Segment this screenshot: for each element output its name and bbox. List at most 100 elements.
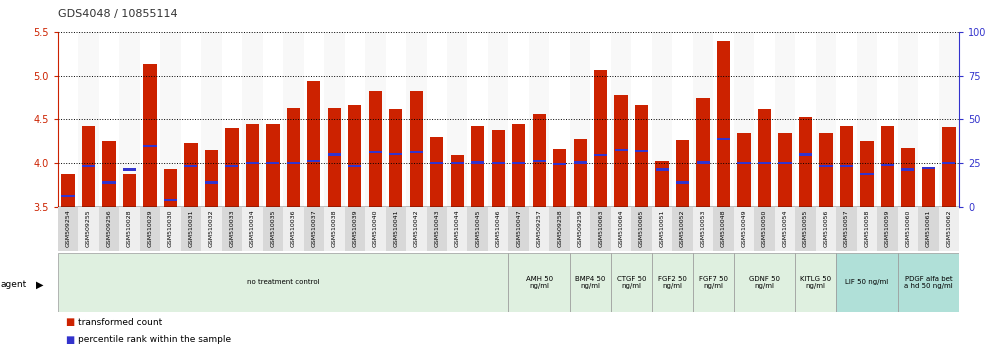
Bar bbox=[816, 207, 837, 251]
Bar bbox=[58, 253, 509, 312]
Bar bbox=[775, 207, 795, 251]
Bar bbox=[693, 32, 713, 207]
Bar bbox=[450, 155, 464, 207]
Bar bbox=[492, 130, 505, 207]
Bar bbox=[779, 162, 792, 164]
Bar bbox=[837, 32, 857, 207]
Bar bbox=[938, 32, 959, 207]
Text: GSM510039: GSM510039 bbox=[353, 209, 358, 247]
Text: GSM510065: GSM510065 bbox=[639, 209, 644, 247]
Bar bbox=[570, 253, 611, 312]
Bar bbox=[82, 165, 95, 167]
Text: GSM510054: GSM510054 bbox=[783, 209, 788, 247]
Bar bbox=[533, 160, 546, 162]
Text: GSM510063: GSM510063 bbox=[599, 209, 604, 247]
Bar bbox=[389, 109, 402, 207]
Bar bbox=[676, 139, 689, 207]
Text: FGF2 50
ng/ml: FGF2 50 ng/ml bbox=[658, 276, 687, 289]
Bar bbox=[266, 162, 280, 164]
Bar bbox=[696, 161, 709, 164]
Text: GSM510029: GSM510029 bbox=[147, 209, 152, 247]
Bar bbox=[488, 207, 509, 251]
Bar bbox=[570, 207, 591, 251]
Bar bbox=[778, 133, 792, 207]
Bar bbox=[222, 207, 242, 251]
Text: GSM509254: GSM509254 bbox=[66, 209, 71, 247]
Bar bbox=[450, 162, 464, 164]
Text: GDS4048 / 10855114: GDS4048 / 10855114 bbox=[58, 9, 177, 19]
Bar bbox=[164, 199, 177, 201]
Bar bbox=[263, 207, 283, 251]
Text: GSM510032: GSM510032 bbox=[209, 209, 214, 247]
Text: GSM510050: GSM510050 bbox=[762, 209, 767, 247]
Bar bbox=[737, 162, 751, 164]
Bar bbox=[837, 207, 857, 251]
Text: CTGF 50
ng/ml: CTGF 50 ng/ml bbox=[617, 276, 646, 289]
Bar bbox=[324, 207, 345, 251]
Bar bbox=[938, 207, 959, 251]
Text: GSM510040: GSM510040 bbox=[373, 209, 377, 247]
Bar bbox=[406, 207, 426, 251]
Bar bbox=[345, 32, 366, 207]
Bar bbox=[631, 32, 651, 207]
Bar bbox=[512, 124, 525, 207]
Bar bbox=[918, 207, 938, 251]
Text: GSM510049: GSM510049 bbox=[742, 209, 747, 247]
Text: GSM510037: GSM510037 bbox=[312, 209, 317, 247]
Bar bbox=[655, 161, 668, 207]
Bar bbox=[447, 207, 467, 251]
Bar bbox=[389, 153, 402, 155]
Bar bbox=[553, 149, 567, 207]
Bar bbox=[287, 108, 300, 207]
Bar bbox=[366, 32, 385, 207]
Bar bbox=[857, 32, 877, 207]
Bar bbox=[550, 32, 570, 207]
Text: ▶: ▶ bbox=[36, 280, 44, 290]
Bar bbox=[304, 207, 324, 251]
Text: BMP4 50
ng/ml: BMP4 50 ng/ml bbox=[576, 276, 606, 289]
Bar bbox=[840, 165, 853, 167]
Text: PDGF alfa bet
a hd 50 ng/ml: PDGF alfa bet a hd 50 ng/ml bbox=[904, 276, 953, 289]
Bar bbox=[180, 207, 201, 251]
Bar bbox=[369, 151, 381, 153]
Bar bbox=[180, 32, 201, 207]
Bar bbox=[79, 32, 99, 207]
Bar bbox=[922, 167, 935, 169]
Bar bbox=[880, 164, 894, 166]
Bar bbox=[366, 207, 385, 251]
Bar bbox=[307, 81, 321, 207]
Bar bbox=[263, 32, 283, 207]
Text: GSM509255: GSM509255 bbox=[86, 209, 91, 247]
Bar bbox=[471, 126, 484, 207]
Bar bbox=[655, 168, 668, 171]
Bar bbox=[225, 165, 238, 167]
Bar bbox=[693, 207, 713, 251]
Bar bbox=[385, 207, 406, 251]
Bar bbox=[820, 133, 833, 207]
Bar bbox=[897, 32, 918, 207]
Text: GSM510042: GSM510042 bbox=[413, 209, 418, 247]
Text: GSM509259: GSM509259 bbox=[578, 209, 583, 247]
Bar bbox=[328, 153, 341, 156]
Bar bbox=[897, 253, 959, 312]
Text: GSM509257: GSM509257 bbox=[537, 209, 542, 247]
Bar bbox=[430, 162, 443, 164]
Bar bbox=[123, 168, 136, 171]
Text: GSM509256: GSM509256 bbox=[107, 209, 112, 247]
Bar bbox=[570, 32, 591, 207]
Bar bbox=[328, 108, 341, 207]
Bar bbox=[635, 104, 648, 207]
Text: LIF 50 ng/ml: LIF 50 ng/ml bbox=[846, 279, 888, 285]
Bar bbox=[840, 126, 854, 207]
Bar bbox=[553, 163, 567, 165]
Bar bbox=[611, 253, 651, 312]
Bar bbox=[246, 124, 259, 207]
Bar bbox=[205, 150, 218, 207]
Bar bbox=[529, 32, 550, 207]
Bar bbox=[103, 182, 116, 184]
Bar bbox=[795, 207, 816, 251]
Bar bbox=[734, 207, 754, 251]
Text: GSM510036: GSM510036 bbox=[291, 209, 296, 247]
Text: GSM509258: GSM509258 bbox=[557, 209, 562, 247]
Bar bbox=[901, 168, 914, 171]
